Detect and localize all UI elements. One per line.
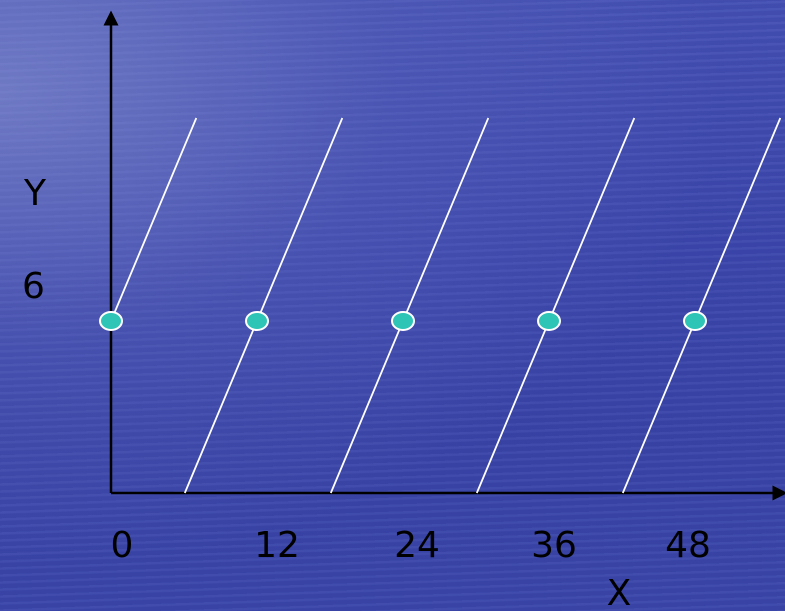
y-axis-label: Y xyxy=(23,173,47,214)
x-tick-label-0: 0 xyxy=(111,525,134,566)
diagonal-line-48 xyxy=(621,117,782,494)
data-point-12 xyxy=(245,311,269,331)
x-axis-label: X xyxy=(607,573,632,611)
data-point-36 xyxy=(537,311,561,331)
data-point-24 xyxy=(391,311,415,331)
x-tick-label-24: 24 xyxy=(394,525,440,566)
diagonal-line-0 xyxy=(110,117,198,322)
diagonal-line-24 xyxy=(329,117,490,494)
data-point-0 xyxy=(99,311,123,331)
diagonal-line-36 xyxy=(475,117,636,494)
x-tick-label-36: 36 xyxy=(531,525,577,566)
data-point-48 xyxy=(683,311,707,331)
diagonal-line-12 xyxy=(183,117,344,494)
diagonal-lines xyxy=(110,117,782,494)
x-tick-label-48: 48 xyxy=(665,525,711,566)
data-points xyxy=(99,311,707,331)
y-tick-label-6: 6 xyxy=(22,266,45,307)
x-tick-label-12: 12 xyxy=(254,525,300,566)
